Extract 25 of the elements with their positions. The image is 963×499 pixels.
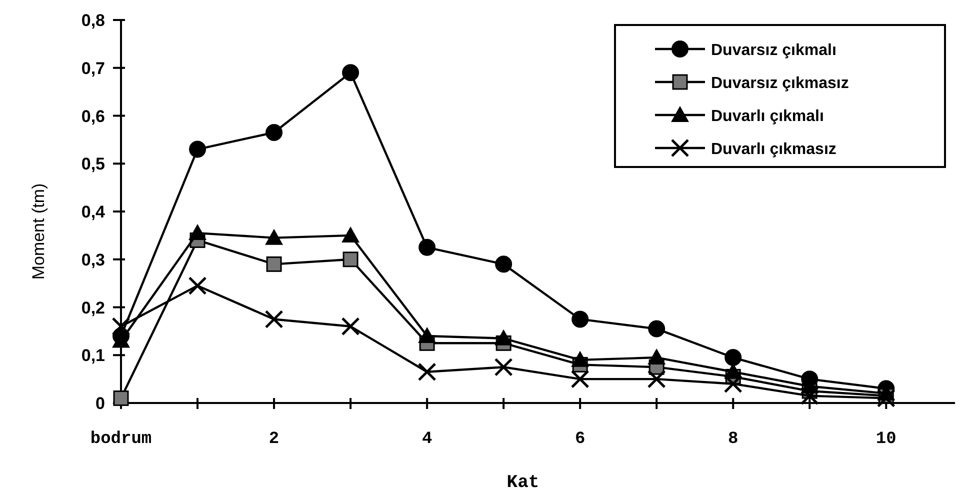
x-tick-label: 2 — [268, 430, 280, 449]
legend-item: Duvarsız çıkmasız — [655, 74, 849, 92]
y-tick-label: 0,7 — [81, 58, 105, 78]
x-tick-label: 6 — [574, 430, 586, 449]
y-tick-label: 0,5 — [81, 154, 105, 174]
legend-label: Duvarsız çıkmalı — [711, 42, 836, 59]
y-tick-label: 0,4 — [81, 202, 106, 222]
legend-label: Duvarlı çıkmalı — [711, 108, 824, 125]
x-axis-title: Kat — [506, 473, 540, 493]
legend-label: Duvarsız çıkmasız — [711, 75, 849, 92]
legend-item: Duvarsız çıkmalı — [655, 40, 836, 59]
y-tick-label: 0,8 — [81, 11, 105, 30]
x-tick-label: 4 — [422, 430, 432, 449]
y-tick-label: 0,2 — [81, 298, 105, 318]
y-axis-title: Moment (tm) — [29, 183, 48, 280]
y-tick-label: 0,6 — [81, 106, 105, 126]
legend-label: Duvarlı çıkmasız — [711, 141, 836, 158]
legend-item: Duvarlı çıkmasız — [655, 138, 836, 158]
legend-item: Duvarlı çıkmalı — [655, 106, 824, 125]
y-tick-label: 0,3 — [81, 250, 105, 270]
y-tick-label: 0,1 — [81, 346, 105, 366]
x-tick-label: 8 — [728, 430, 738, 449]
y-tick-label: 0 — [96, 394, 105, 413]
x-tick-label: bodrum — [90, 430, 152, 449]
x-tick-label: 10 — [876, 430, 896, 449]
